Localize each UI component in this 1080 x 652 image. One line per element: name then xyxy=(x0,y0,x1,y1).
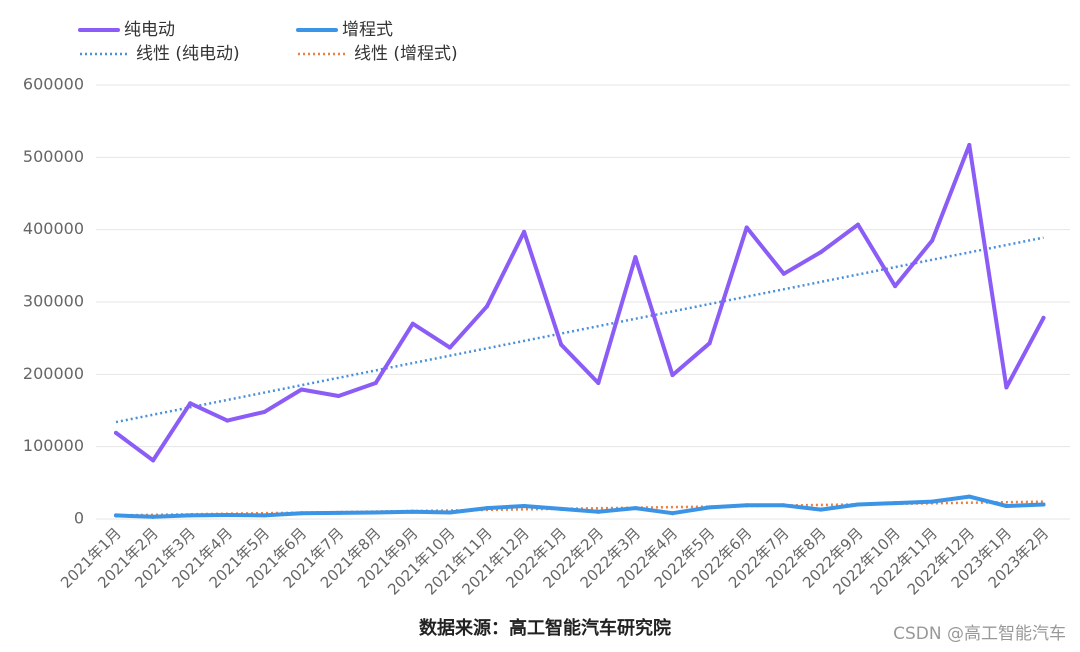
data-point-series-0 xyxy=(559,342,564,347)
y-tick-label: 0 xyxy=(74,509,84,528)
data-point-series-1 xyxy=(707,505,712,510)
data-point-series-1 xyxy=(856,502,860,507)
x-axis-ticks: 2021年1月2021年2月2021年3月2021年4月2021年5月2021年… xyxy=(57,524,1052,598)
data-point-series-0 xyxy=(670,373,675,378)
y-tick-label: 100000 xyxy=(23,436,84,455)
legend-label-series-0: 纯电动 xyxy=(124,20,175,40)
series-line-1 xyxy=(114,494,1046,519)
y-tick-label: 500000 xyxy=(23,147,84,166)
data-point-series-1 xyxy=(151,514,156,519)
legend-label-trend-0: 线性 (纯电动) xyxy=(136,44,240,64)
legend: 纯电动 增程式 线性 (纯电动) 线性 (增程式) xyxy=(78,20,458,64)
data-point-series-1 xyxy=(559,506,564,511)
trendline-0 xyxy=(115,236,1044,424)
data-point-series-0 xyxy=(818,250,823,255)
data-point-series-1 xyxy=(447,510,452,515)
data-point-series-0 xyxy=(1004,385,1009,390)
data-point-series-1 xyxy=(225,513,230,518)
data-point-series-1 xyxy=(781,503,786,508)
data-point-series-0 xyxy=(930,238,935,243)
data-point-series-0 xyxy=(707,341,712,346)
data-point-series-0 xyxy=(373,381,378,386)
legend-label-trend-1: 线性 (增程式) xyxy=(354,44,458,64)
data-point-series-1 xyxy=(633,506,638,511)
data-point-series-0 xyxy=(893,284,898,289)
data-point-series-0 xyxy=(336,394,341,399)
y-tick-label: 400000 xyxy=(23,219,84,238)
data-point-series-0 xyxy=(262,409,267,414)
data-point-series-1 xyxy=(485,506,489,511)
data-point-series-0 xyxy=(522,229,527,234)
data-point-series-0 xyxy=(1041,315,1046,320)
data-point-series-0 xyxy=(856,222,860,227)
trendlines xyxy=(115,236,1044,517)
data-point-series-1 xyxy=(188,513,193,518)
y-tick-label: 600000 xyxy=(23,75,84,94)
legend-label-series-1: 增程式 xyxy=(342,20,393,40)
data-point-series-1 xyxy=(670,511,675,516)
data-point-series-0 xyxy=(781,271,786,276)
data-source-label: 数据来源：高工智能汽车研究院 xyxy=(419,617,671,639)
data-point-series-1 xyxy=(596,509,601,514)
data-point-series-1 xyxy=(967,494,972,499)
y-axis-ticks: 0 100000 200000 300000 400000 500000 600000 xyxy=(23,75,84,528)
data-point-series-1 xyxy=(299,511,304,516)
y-tick-label: 300000 xyxy=(23,292,84,311)
data-point-series-1 xyxy=(262,513,267,518)
data-point-series-1 xyxy=(1041,502,1046,507)
data-point-series-1 xyxy=(1004,503,1009,508)
data-point-series-1 xyxy=(930,499,935,504)
data-point-series-0 xyxy=(114,430,118,435)
data-point-series-0 xyxy=(967,143,972,148)
data-point-series-1 xyxy=(114,513,118,518)
y-tick-label: 200000 xyxy=(23,364,84,383)
watermark: CSDN @高工智能汽车 xyxy=(893,624,1066,644)
data-point-series-0 xyxy=(410,321,415,326)
data-point-series-1 xyxy=(373,510,378,515)
data-point-series-1 xyxy=(744,503,749,508)
data-point-series-0 xyxy=(447,345,452,350)
data-point-series-0 xyxy=(299,387,304,392)
series-lines xyxy=(114,143,1046,519)
data-point-series-0 xyxy=(485,304,489,309)
data-point-series-1 xyxy=(410,509,415,514)
data-point-series-0 xyxy=(744,225,749,230)
data-point-series-0 xyxy=(633,255,638,260)
gridlines xyxy=(96,84,1070,520)
data-point-series-1 xyxy=(818,507,823,512)
data-point-series-1 xyxy=(336,510,341,515)
data-point-series-1 xyxy=(522,503,527,508)
data-point-series-0 xyxy=(151,458,156,463)
data-point-series-1 xyxy=(893,501,898,506)
data-point-series-0 xyxy=(225,418,230,423)
data-point-series-0 xyxy=(596,381,601,386)
series-line-0 xyxy=(114,143,1046,463)
data-point-series-0 xyxy=(188,401,193,406)
